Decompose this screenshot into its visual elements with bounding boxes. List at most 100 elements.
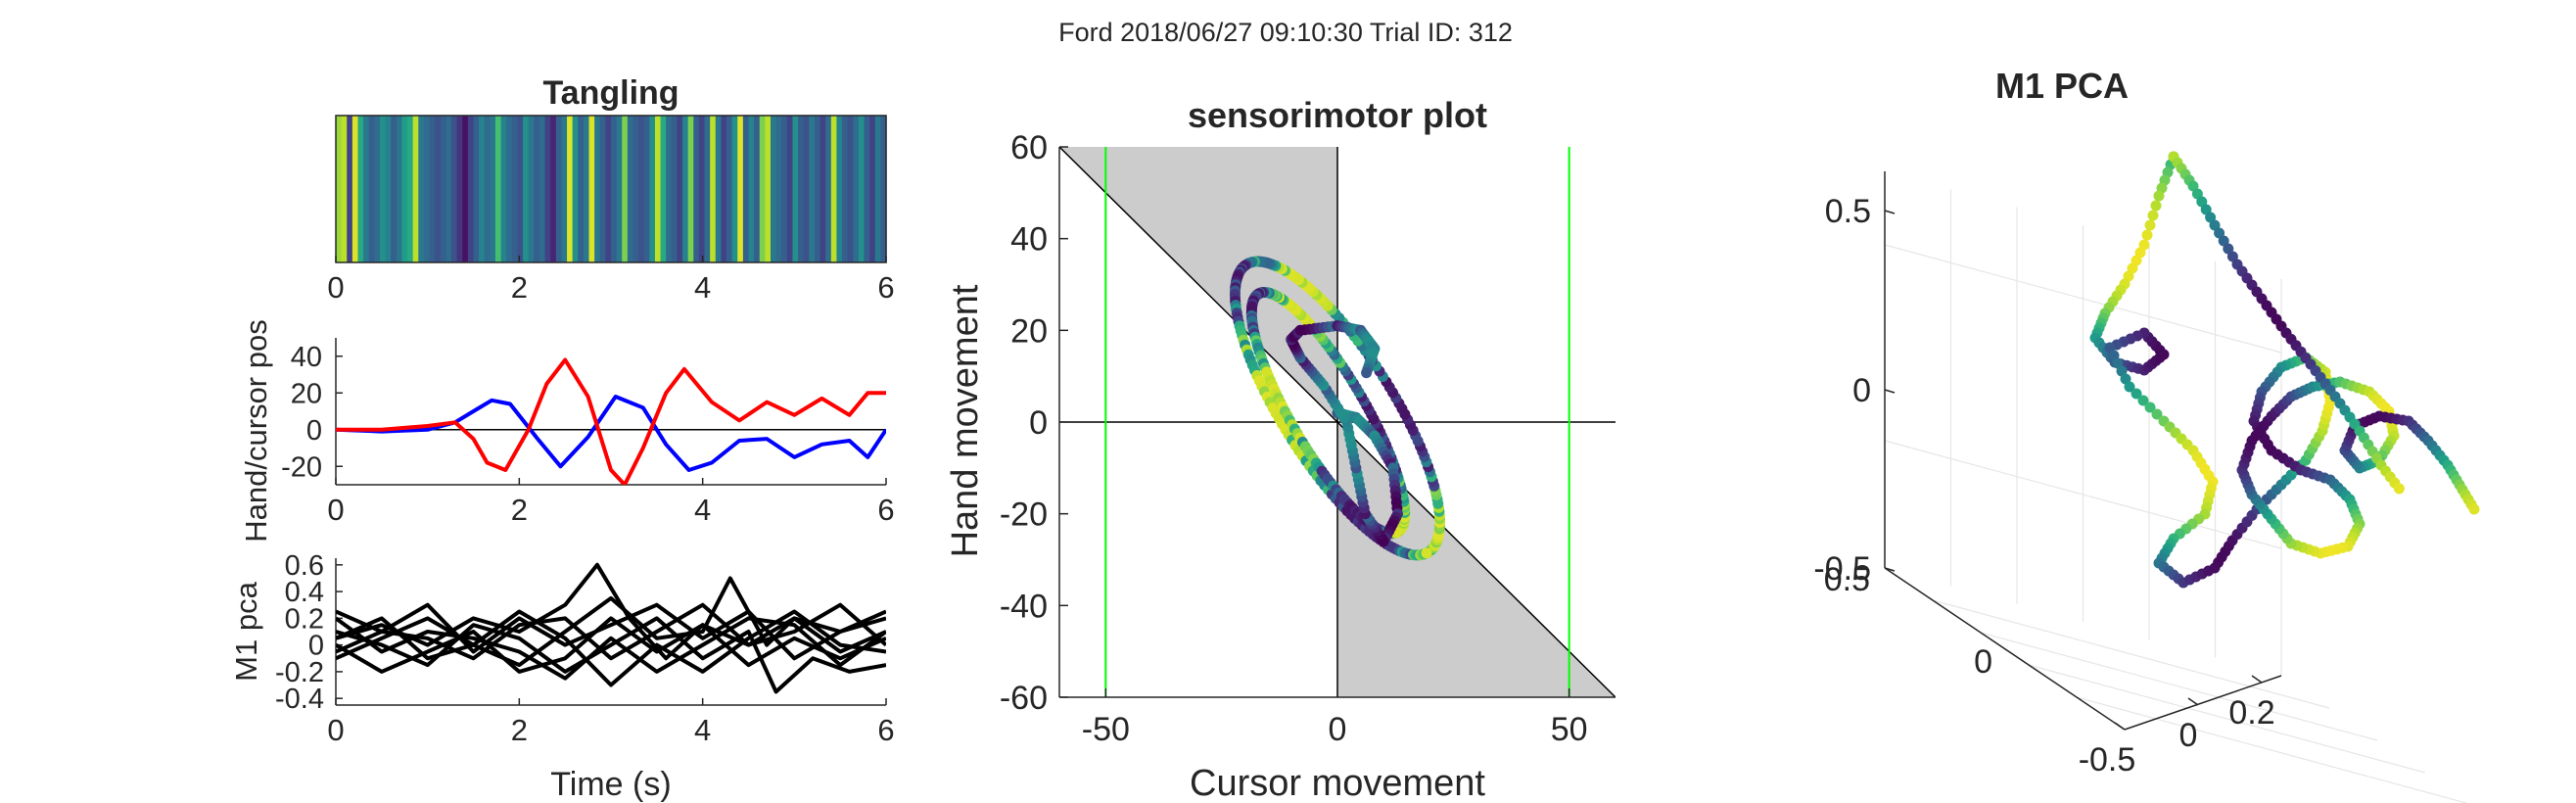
tangling-band	[357, 116, 364, 262]
pca-time-y-tick-label: 0	[308, 631, 324, 662]
m1-pca-y-axis-line	[2124, 675, 2282, 731]
m1-pca-point	[2124, 381, 2135, 393]
tangling-band	[809, 116, 816, 262]
tangling-band	[374, 116, 381, 262]
tangling-band	[654, 116, 662, 262]
tangling-band	[423, 116, 431, 262]
tangling-band	[351, 116, 359, 262]
m1-pca-point	[2151, 408, 2163, 420]
tangling-band	[534, 116, 540, 262]
tangling-band	[435, 116, 442, 262]
pca-time-series-line	[336, 602, 886, 661]
sensorimotor-panel: sensorimotor plot -50 0 50 -60 -40 -20 0 20 40 60…	[945, 95, 1616, 803]
m1-pca-point	[2226, 251, 2238, 262]
pca-time-y-tick-label: 0.2	[285, 603, 324, 635]
sensorimotor-y-tick-label: -40	[1000, 588, 1048, 625]
position-x-tick-label: 6	[877, 493, 894, 527]
sensorimotor-background	[1059, 147, 1616, 697]
tangling-band	[798, 116, 805, 262]
m1-pca-x-tick-label: -0.5	[2079, 741, 2136, 779]
tangling-x-tick-label: 0	[327, 270, 344, 305]
m1-pca-point	[2393, 483, 2405, 495]
sensorimotor-y-tick-label: -20	[1000, 496, 1048, 534]
m1-pca-x-tick-label: 0	[2179, 717, 2198, 754]
tangling-band	[825, 116, 832, 262]
tangling-band	[429, 116, 436, 262]
tangling-band	[462, 116, 469, 262]
tangling-band	[731, 116, 738, 262]
sensorimotor-points	[1229, 256, 1446, 561]
m1-pca-z-tick-label: 0	[1852, 372, 1871, 409]
position-ylabel: Hand/cursor pos	[239, 319, 273, 542]
tangling-panel: Tangling 0 2 4 6	[327, 74, 894, 305]
tangling-band	[786, 116, 794, 262]
pca-time-y-tick-label: 0.4	[285, 577, 324, 608]
m1-pca-3d-panel: M1 PCA -0.5 0 0.5 0.5 0 -0.5 0 0.2	[1813, 66, 2480, 803]
tangling-band	[864, 116, 870, 262]
tangling-frame	[335, 115, 887, 263]
tangling-band	[643, 116, 650, 262]
tangling-band	[765, 116, 772, 262]
position-x-tick-label: 2	[511, 493, 528, 527]
tangling-band	[396, 116, 403, 262]
tangling-band	[693, 116, 700, 262]
m1-pca-point	[2200, 204, 2212, 215]
m1-pca-z-tick-label: -0.5	[1813, 550, 1871, 588]
tangling-band	[418, 116, 425, 262]
tangling-band	[759, 116, 766, 262]
m1-pca-z-tick	[1884, 389, 1896, 394]
tangling-band	[494, 116, 502, 262]
pca-time-y-tick-label: 0.6	[285, 550, 324, 582]
tangling-band	[632, 116, 639, 262]
tangling-band	[385, 116, 392, 262]
m1-pca-z-tick	[1884, 567, 1896, 572]
tangling-band	[490, 116, 496, 262]
m1-pca-y-tick-label: 0.5	[1824, 561, 1870, 598]
sensorimotor-y-tick-label: -60	[1000, 680, 1048, 717]
pca-time-panel: 0 2 4 6-0.4-0.200.20.40.6 M1 pca Time (s)	[229, 550, 895, 803]
m1-pca-point	[2131, 388, 2142, 400]
tangling-band	[721, 116, 727, 262]
pca-time-series	[336, 562, 886, 694]
m1-pca-point	[2141, 229, 2153, 241]
m1-pca-point	[2144, 219, 2156, 231]
m1-pca-x-axis-line	[1884, 567, 2126, 731]
position-x-tick-label: 4	[694, 493, 711, 527]
m1-pca-point	[2191, 188, 2203, 200]
sensorimotor-point	[1361, 367, 1373, 379]
tangling-band	[726, 116, 733, 262]
tangling-band	[583, 116, 590, 262]
tangling-band	[605, 116, 612, 262]
m1-pca-x-tick	[2114, 722, 2126, 731]
m1-pca-point	[2468, 503, 2480, 515]
m1-pca-point	[2223, 243, 2234, 255]
position-series-line	[336, 395, 886, 472]
tangling-band	[363, 116, 370, 262]
m1-pca-box	[1884, 171, 2468, 803]
m1-pca-gridline	[1884, 440, 2282, 549]
sensorimotor-x-tick-label: 50	[1551, 711, 1588, 748]
tangling-band	[445, 116, 452, 262]
m1-pca-points	[2089, 151, 2480, 589]
tangling-band	[869, 116, 876, 262]
pca-time-x-tick-label: 0	[327, 713, 344, 747]
m1-pca-point	[2153, 190, 2165, 202]
tangling-band	[704, 116, 711, 262]
m1-pca-ticks: -0.5 0 0.5 0.5 0 -0.5 0 0.2	[1813, 193, 2274, 779]
tangling-band	[660, 116, 667, 262]
tangling-band	[506, 116, 513, 262]
pca-time-y-tick-label: -0.2	[275, 657, 324, 688]
tangling-band	[836, 116, 843, 262]
m1-pca-y-tick-label: 0	[1974, 643, 1992, 681]
tangling-band	[407, 116, 414, 262]
pca-time-x-tick-label: 2	[511, 713, 528, 747]
m1-pca-point	[2218, 235, 2229, 247]
m1-pca-x-tick	[2251, 675, 2263, 684]
position-y-tick-label: -20	[281, 451, 322, 483]
tangling-band	[803, 116, 810, 262]
figure-suptitle: Ford 2018/06/27 09:10:30 Trial ID: 312	[1058, 18, 1513, 47]
pca-time-series-line	[336, 616, 886, 694]
tangling-band	[567, 116, 574, 262]
tangling-band	[440, 116, 446, 262]
tangling-band	[638, 116, 645, 262]
